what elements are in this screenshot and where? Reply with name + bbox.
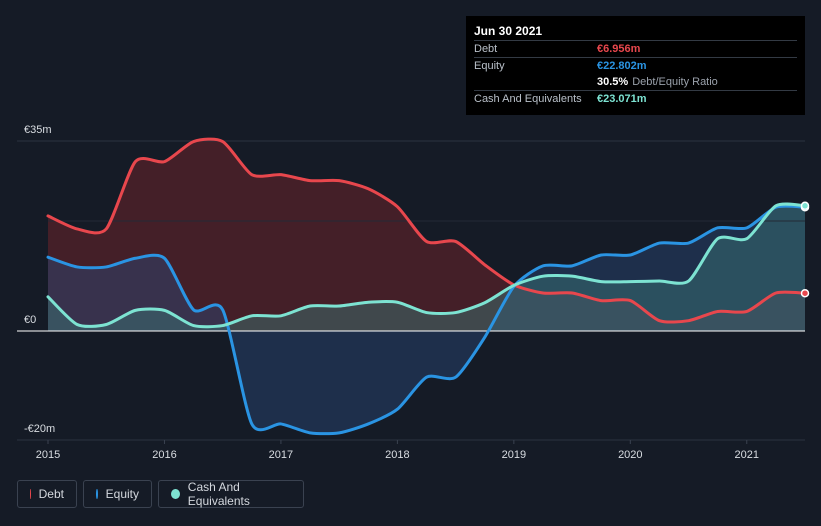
end-markers bbox=[800, 201, 810, 298]
legend-cash-label: Cash And Equivalents bbox=[187, 480, 250, 508]
tooltip-debt-value: €6.956m bbox=[597, 43, 641, 55]
x-tick-label: 2020 bbox=[618, 449, 642, 461]
legend-debt-label: Debt bbox=[38, 487, 64, 501]
tooltip-debt-row: Debt €6.956m bbox=[474, 40, 797, 57]
end-marker-debt bbox=[800, 288, 810, 298]
tooltip-debt-label: Debt bbox=[474, 43, 498, 55]
tooltip-cash-row: Cash And Equivalents €23.071m bbox=[474, 90, 797, 107]
x-tick-label: 2017 bbox=[269, 449, 293, 461]
x-tick-label: 2016 bbox=[152, 449, 176, 461]
legend-equity-button[interactable]: Equity bbox=[83, 480, 152, 508]
area-equity bbox=[48, 206, 805, 434]
tooltip-cash-value: €23.071m bbox=[597, 93, 647, 105]
line-debt bbox=[46, 137, 807, 324]
tooltip-ratio-value: 30.5% bbox=[597, 76, 629, 88]
tooltip-date: Jun 30 2021 bbox=[474, 24, 543, 38]
cash-dot-icon bbox=[171, 489, 180, 499]
tooltip-cash-label: Cash And Equivalents bbox=[474, 93, 582, 105]
y-tick-label: €35m bbox=[24, 124, 52, 136]
tooltip-panel: Jun 30 2021 Debt €6.956m Equity €22.802m… bbox=[466, 16, 805, 115]
x-axis-labels: 2015 2016 2017 2018 2019 2020 2021 bbox=[36, 449, 759, 461]
x-tick-label: 2015 bbox=[36, 449, 60, 461]
series-fills bbox=[48, 139, 805, 440]
tooltip-ratio-label: Debt/Equity Ratio bbox=[632, 76, 718, 88]
legend-cash-button[interactable]: Cash And Equivalents bbox=[158, 480, 304, 508]
legend-equity-label: Equity bbox=[105, 487, 139, 501]
y-tick-label: €0 bbox=[24, 314, 36, 326]
legend-debt-button[interactable]: Debt bbox=[17, 480, 77, 508]
x-tick-label: 2019 bbox=[502, 449, 526, 461]
area-debt bbox=[48, 139, 805, 331]
y-tick-label: -€20m bbox=[24, 423, 55, 435]
tooltip-equity-label: Equity bbox=[474, 60, 505, 72]
x-tick-label: 2018 bbox=[385, 449, 409, 461]
equity-dot-icon bbox=[96, 489, 98, 499]
series-lines bbox=[46, 137, 807, 436]
tooltip-ratio-row: 30.5% Debt/Equity Ratio bbox=[474, 74, 797, 90]
x-tick-label: 2021 bbox=[735, 449, 759, 461]
y-axis-labels: €35m €0 -€20m bbox=[24, 124, 55, 435]
debt-dot-icon bbox=[30, 489, 31, 499]
line-cash-and-equivalents bbox=[46, 202, 807, 329]
end-marker-cash-and-equivalents bbox=[800, 201, 810, 211]
tooltip-equity-row: Equity €22.802m bbox=[474, 57, 797, 74]
gridlines bbox=[17, 140, 805, 444]
tooltip-equity-value: €22.802m bbox=[597, 60, 647, 72]
line-equity bbox=[46, 204, 807, 436]
